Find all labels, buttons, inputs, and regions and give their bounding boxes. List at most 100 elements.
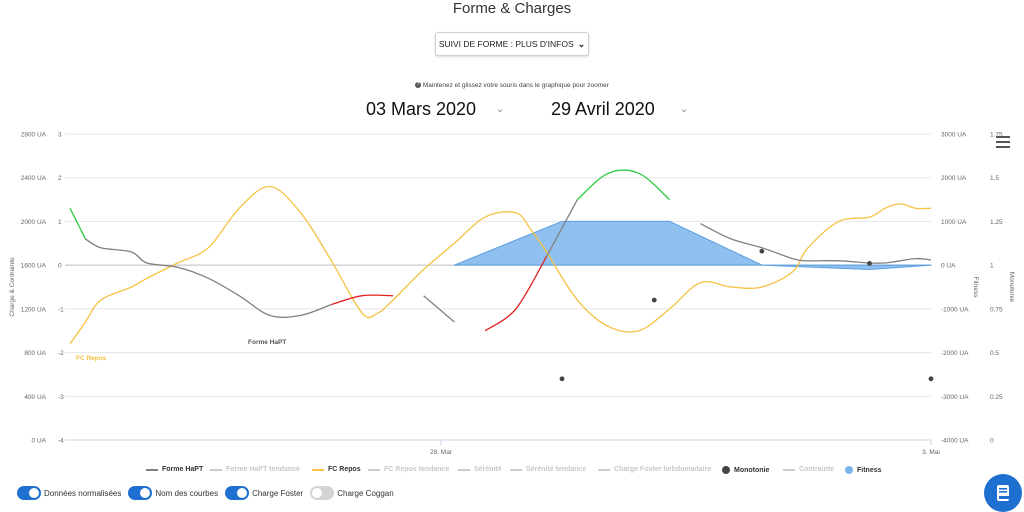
y-tick-right: -3000 UA bbox=[941, 394, 969, 401]
date-from[interactable]: 03 Mars 2020 bbox=[366, 99, 477, 119]
fc-repos-label: FC Repos bbox=[76, 355, 107, 362]
y-tick-right: -4000 UA bbox=[941, 438, 969, 445]
legend-item[interactable]: FC Repos tendance bbox=[368, 466, 449, 473]
legend-item[interactable]: Charge Foster hebdomadaire bbox=[598, 466, 711, 473]
toggle-option[interactable]: Nom des courbes bbox=[128, 486, 218, 500]
y-tick-left: 400 UA bbox=[24, 394, 46, 401]
x-tick-label: 28. Mar bbox=[430, 449, 453, 456]
zoom-hint-text: Maintenez et glissez votre souris dans l… bbox=[422, 82, 609, 89]
help-book-button[interactable] bbox=[984, 474, 1022, 512]
monotonie-point bbox=[559, 376, 565, 382]
y-tick-left: 1200 UA bbox=[21, 306, 47, 313]
y-axis-right-secondary: 0 0.25 0.5 0.75 1 1.25 1.5 1.75 Monotonie bbox=[990, 132, 1015, 445]
y-tick-right-secondary: 1.5 bbox=[990, 175, 999, 182]
toggle-knob bbox=[140, 488, 151, 498]
legend-item[interactable]: Sérénité bbox=[458, 466, 502, 473]
legend-label: FC Repos tendance bbox=[384, 466, 450, 473]
fc-repos-line bbox=[69, 185, 932, 345]
toggle-switch[interactable] bbox=[310, 486, 335, 500]
y-tick-right-secondary: 0.5 bbox=[990, 350, 999, 357]
legend-label: FC Repos bbox=[328, 466, 361, 473]
toggle-label: Données normalisées bbox=[44, 488, 122, 498]
toggle-option[interactable]: Données normalisées bbox=[17, 486, 121, 500]
fitness-label: Fitness bbox=[651, 278, 674, 285]
x-axis: 28. Mar 3. Mai bbox=[65, 439, 940, 456]
date-to-chevron-icon[interactable]: ⌄ bbox=[680, 104, 689, 115]
toggle-knob bbox=[237, 488, 248, 498]
fc-repos-series bbox=[69, 185, 932, 345]
date-to[interactable]: 29 Avril 2020 bbox=[551, 99, 655, 119]
legend-item[interactable]: Monotonie bbox=[722, 466, 769, 474]
y-axis-right: -4000 UA -3000 UA -2000 UA -1000 UA 0 UA 1000… bbox=[941, 132, 979, 445]
toggle-label: Nom des courbes bbox=[155, 488, 219, 498]
forme-hapt-segment bbox=[69, 208, 86, 240]
legend-label: Charge Foster hebdomadaire bbox=[614, 466, 712, 473]
toggle-switch[interactable] bbox=[128, 486, 153, 500]
legend-item[interactable]: Forme HaPT bbox=[146, 466, 203, 473]
y-axis-title-fitness: Fitness bbox=[972, 277, 979, 299]
legend-line-icon bbox=[598, 468, 610, 471]
legend-line-icon bbox=[210, 468, 222, 471]
toggle-switch[interactable] bbox=[17, 486, 41, 500]
y-tick-left: 800 UA bbox=[24, 350, 46, 357]
chart[interactable]: 0 UA 400 UA 800 UA 1200 UA 1600 UA 2000 UA 240… bbox=[0, 125, 1024, 465]
y-tick-right-secondary: 0 bbox=[990, 438, 994, 445]
y-axis-title-monotonie: Monotonie bbox=[1008, 272, 1015, 303]
legend-label: Contrainte bbox=[799, 466, 834, 473]
y-tick-left: 2400 UA bbox=[21, 175, 47, 182]
toggle-knob bbox=[29, 488, 39, 498]
monotonie-point bbox=[651, 297, 657, 303]
dropdown-label: SUIVI DE FORME : PLUS D'INFOS bbox=[438, 39, 574, 49]
toggle-option[interactable]: Charge Coggan bbox=[310, 486, 394, 500]
forme-hapt-segment bbox=[546, 199, 578, 257]
forme-hapt-segment bbox=[700, 223, 932, 264]
forme-hapt-label: Forme HaPT bbox=[248, 339, 286, 346]
y-tick-right-secondary: 1.75 bbox=[990, 132, 1003, 139]
toggle-label: Charge Coggan bbox=[337, 488, 394, 498]
fitness-info-dropdown[interactable]: SUIVI DE FORME : PLUS D'INFOS ⌄ bbox=[435, 32, 589, 56]
forme-hapt-segment bbox=[423, 295, 455, 323]
monotonie-series bbox=[559, 248, 934, 382]
y-tick-left: 1600 UA bbox=[21, 263, 47, 270]
toggle-option[interactable]: Charge Foster bbox=[225, 486, 303, 500]
legend-item[interactable]: Fitness bbox=[845, 466, 882, 474]
legend-item[interactable]: Forme HaPT tendance bbox=[210, 466, 300, 473]
legend-item[interactable]: Contrainte bbox=[783, 466, 834, 473]
y-tick-right: 3000 UA bbox=[941, 132, 967, 139]
legend-label: Fitness bbox=[857, 466, 882, 474]
chevron-down-icon: ⌄ bbox=[577, 38, 586, 49]
fitness-series bbox=[453, 220, 932, 271]
series-labels: Forme HaPT FC Repos Fitness bbox=[76, 278, 674, 362]
y-tick-right-secondary: 1 bbox=[990, 263, 994, 270]
toggle-switch[interactable] bbox=[225, 486, 250, 500]
legend-label: Sérénité tendance bbox=[526, 466, 587, 473]
legend-dot-icon bbox=[845, 466, 853, 474]
legend-item[interactable]: FC Repos bbox=[312, 466, 361, 473]
forme-hapt-series bbox=[69, 169, 932, 332]
y-tick-right: -2000 UA bbox=[941, 350, 969, 357]
forme-hapt-segment bbox=[576, 169, 671, 201]
help-circle-icon: ? bbox=[415, 82, 422, 89]
zoom-hint: ? Maintenez et glissez votre souris dans… bbox=[0, 82, 1024, 89]
legend-item[interactable]: Sérénité tendance bbox=[510, 466, 586, 473]
y-tick-left-secondary: 2 bbox=[58, 175, 62, 182]
y-tick-right: -1000 UA bbox=[941, 306, 969, 313]
x-tick-label: 3. Mai bbox=[922, 449, 940, 456]
y-tick-right: 2000 UA bbox=[941, 175, 967, 182]
legend-label: Forme HaPT tendance bbox=[226, 466, 300, 473]
plot-area[interactable] bbox=[65, 134, 931, 440]
legend-line-icon bbox=[458, 468, 470, 471]
y-tick-left-secondary: -1 bbox=[58, 306, 64, 313]
y-tick-left-secondary: -3 bbox=[58, 394, 64, 401]
y-tick-left: 2800 UA bbox=[21, 132, 47, 139]
y-tick-left: 2000 UA bbox=[21, 219, 47, 226]
y-tick-right: 0 UA bbox=[941, 263, 956, 270]
legend-label: Sérénité bbox=[474, 466, 502, 473]
y-tick-right-secondary: 0.25 bbox=[990, 394, 1003, 401]
book-icon bbox=[997, 485, 1009, 501]
y-tick-right-secondary: 0.75 bbox=[990, 306, 1003, 313]
date-from-chevron-icon[interactable]: ⌄ bbox=[496, 104, 505, 115]
forme-hapt-segment bbox=[484, 256, 548, 332]
hamburger-menu-icon[interactable] bbox=[996, 136, 1010, 148]
y-tick-left-secondary: 1 bbox=[58, 219, 62, 226]
